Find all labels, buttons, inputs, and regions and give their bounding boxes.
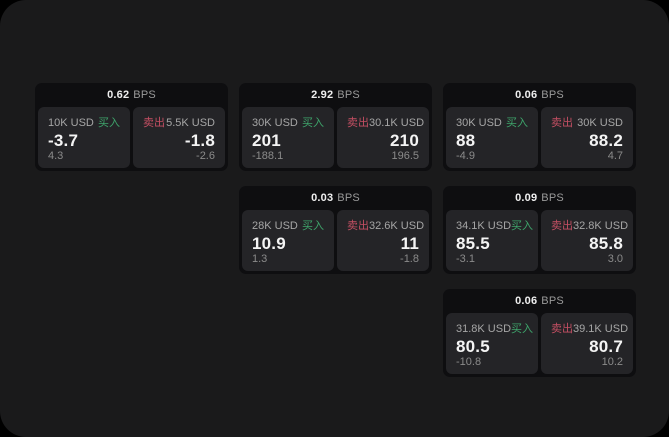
buy-size: 34.1K USD (456, 220, 512, 232)
quote-card: 0.62 BPS 10K USD 买入 -3.7 4.3 卖出 5.5K USD (35, 83, 228, 171)
buy-sub-price: 4.3 (48, 150, 64, 162)
buy-side-label: 买入 (98, 117, 120, 129)
sell-side-label: 卖出 (551, 323, 573, 335)
spread-unit: BPS (337, 89, 360, 101)
quote-card: 2.92 BPS 30K USD 买入 201 -188.1 卖出 30.1K U… (239, 83, 432, 171)
buy-sub-price: -3.1 (456, 253, 475, 265)
sell-quote-tile[interactable]: 卖出 39.1K USD 80.7 10.2 (541, 313, 633, 374)
sell-sub-price: 3.0 (607, 253, 623, 265)
spread-value: 0.62 (107, 89, 130, 101)
spread-unit: BPS (541, 89, 564, 101)
spread-unit: BPS (541, 295, 564, 307)
sell-sub-price: -2.6 (196, 150, 215, 162)
spread-unit: BPS (337, 192, 360, 204)
spread-header: 2.92 BPS (242, 83, 429, 107)
buy-quote-tile[interactable]: 30K USD 买入 201 -188.1 (242, 107, 334, 168)
sell-main-price: 210 (390, 131, 419, 150)
buy-quote-tile[interactable]: 34.1K USD 买入 85.5 -3.1 (446, 210, 538, 271)
sell-side-label: 卖出 (347, 117, 369, 129)
buy-side-label: 买入 (506, 117, 528, 129)
spread-header: 0.62 BPS (38, 83, 225, 107)
buy-side-label: 买入 (511, 323, 534, 335)
sell-quote-tile[interactable]: 卖出 32.8K USD 85.8 3.0 (541, 210, 633, 271)
sell-main-price: 11 (400, 234, 419, 253)
buy-main-price: -3.7 (48, 131, 79, 150)
spread-header: 0.06 BPS (446, 83, 633, 107)
sell-sub-price: -1.8 (400, 253, 419, 265)
spread-header: 0.06 BPS (446, 289, 633, 313)
buy-side-label: 买入 (302, 117, 324, 129)
sell-sub-price: 10.2 (601, 356, 623, 368)
spread-value: 0.06 (515, 295, 538, 307)
spread-value: 0.06 (515, 89, 538, 101)
quote-card: 0.03 BPS 28K USD 买入 10.9 1.3 卖出 32.6K USD (239, 186, 432, 274)
quote-card: 0.06 BPS 31.8K USD 买入 80.5 -10.8 卖出 39.1K… (443, 289, 636, 377)
buy-main-price: 10.9 (252, 234, 286, 253)
buy-sub-price: -188.1 (252, 150, 284, 162)
sell-main-price: 88.2 (589, 131, 623, 150)
buy-quote-tile[interactable]: 10K USD 买入 -3.7 4.3 (38, 107, 130, 168)
spread-value: 0.03 (311, 192, 334, 204)
spread-unit: BPS (133, 89, 156, 101)
quote-card: 0.06 BPS 30K USD 买入 88 -4.9 卖出 30K USD (443, 83, 636, 171)
sell-quote-tile[interactable]: 卖出 5.5K USD -1.8 -2.6 (133, 107, 225, 168)
spread-header: 0.09 BPS (446, 186, 633, 210)
sell-size: 5.5K USD (166, 117, 215, 129)
sell-main-price: 80.7 (589, 337, 623, 356)
buy-quote-tile[interactable]: 28K USD 买入 10.9 1.3 (242, 210, 334, 271)
buy-size: 28K USD (252, 220, 298, 232)
buy-quote-tile[interactable]: 31.8K USD 买入 80.5 -10.8 (446, 313, 538, 374)
buy-main-price: 85.5 (456, 234, 490, 253)
sell-quote-tile[interactable]: 卖出 32.6K USD 11 -1.8 (337, 210, 429, 271)
buy-size: 31.8K USD (456, 323, 512, 335)
sell-size: 32.6K USD (369, 220, 425, 232)
quote-card: 0.09 BPS 34.1K USD 买入 85.5 -3.1 卖出 32.8K … (443, 186, 636, 274)
sell-quote-tile[interactable]: 卖出 30.1K USD 210 196.5 (337, 107, 429, 168)
spread-value: 0.09 (515, 192, 538, 204)
sell-main-price: 85.8 (589, 234, 623, 253)
spread-header: 0.03 BPS (242, 186, 429, 210)
quote-cards-grid: 0.62 BPS 10K USD 买入 -3.7 4.3 卖出 5.5K USD (35, 83, 636, 377)
buy-main-price: 80.5 (456, 337, 490, 356)
buy-sub-price: -4.9 (456, 150, 475, 162)
buy-main-price: 88 (456, 131, 476, 150)
sell-size: 30.1K USD (369, 117, 425, 129)
buy-sub-price: -10.8 (456, 356, 482, 368)
sell-quote-tile[interactable]: 卖出 30K USD 88.2 4.7 (541, 107, 633, 168)
sell-size: 32.8K USD (573, 220, 629, 232)
sell-sub-price: 4.7 (607, 150, 623, 162)
sell-side-label: 卖出 (347, 220, 369, 232)
spread-unit: BPS (541, 192, 564, 204)
buy-quote-tile[interactable]: 30K USD 买入 88 -4.9 (446, 107, 538, 168)
sell-side-label: 卖出 (551, 220, 573, 232)
buy-size: 30K USD (252, 117, 298, 129)
buy-size: 10K USD (48, 117, 94, 129)
buy-sub-price: 1.3 (252, 253, 268, 265)
sell-sub-price: 196.5 (391, 150, 419, 162)
buy-side-label: 买入 (302, 220, 324, 232)
sell-size: 30K USD (577, 117, 623, 129)
sell-side-label: 卖出 (143, 117, 165, 129)
sell-main-price: -1.8 (184, 131, 215, 150)
buy-main-price: 201 (252, 131, 281, 150)
buy-side-label: 买入 (511, 220, 534, 232)
sell-size: 39.1K USD (573, 323, 629, 335)
sell-side-label: 卖出 (551, 117, 573, 129)
spread-value: 2.92 (311, 89, 334, 101)
buy-size: 30K USD (456, 117, 502, 129)
